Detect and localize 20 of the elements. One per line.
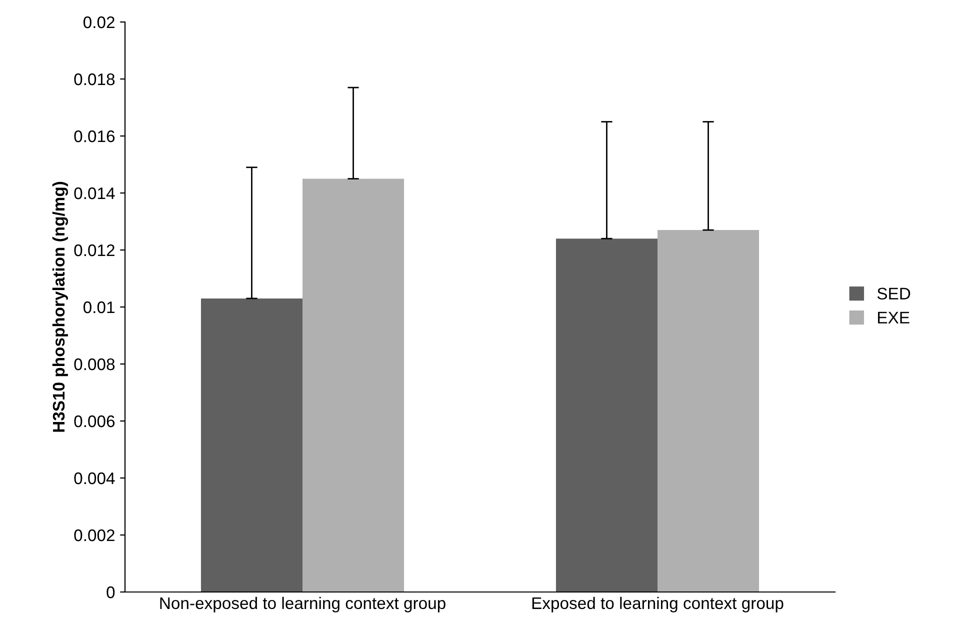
y-tick-label: 0.018 [74,73,115,86]
bar [302,178,404,592]
y-tick-label: 0.01 [83,301,114,314]
bar [200,298,302,592]
legend-label: EXE [878,312,910,324]
y-tick-label: 0.016 [74,130,115,142]
bar [658,230,760,592]
y-tick-label: 0.006 [74,415,115,428]
x-tick-label: Non-exposed to learning context group [160,596,446,612]
y-tick-label: 0.008 [74,358,115,370]
y-tick-label: 0.02 [83,16,114,28]
legend-label: SED [877,288,910,300]
y-tick-label: 0.014 [74,187,115,200]
y-tick-label: 0 [106,586,115,598]
y-tick-label: 0.002 [74,529,114,542]
y-tick-label: 0.004 [74,472,115,484]
bar [556,238,658,592]
y-tick-label: 0.012 [74,244,114,256]
x-tick-label: Exposed to learning context group [532,596,784,612]
y-axis-title: H3S10 phosphorylation (ng/mg) [52,182,68,432]
